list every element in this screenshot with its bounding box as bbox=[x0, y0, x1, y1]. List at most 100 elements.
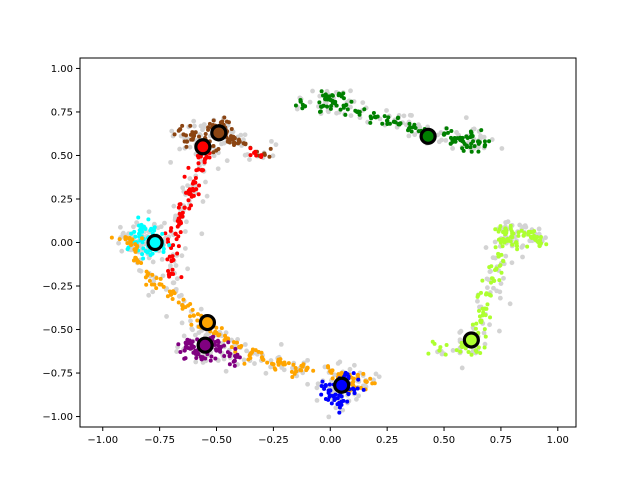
centroid-marker bbox=[210, 124, 228, 142]
data-point bbox=[165, 294, 170, 299]
background-point bbox=[221, 140, 227, 146]
data-point bbox=[458, 135, 463, 140]
background-point bbox=[314, 398, 320, 403]
data-point bbox=[293, 103, 298, 108]
data-point bbox=[330, 93, 335, 98]
data-point bbox=[516, 230, 521, 235]
data-point bbox=[242, 361, 247, 366]
background-point bbox=[481, 134, 487, 140]
data-point bbox=[173, 231, 178, 236]
background-point bbox=[317, 93, 323, 99]
data-point bbox=[140, 229, 145, 234]
data-point bbox=[356, 377, 361, 382]
background-point bbox=[177, 146, 183, 152]
data-point bbox=[503, 239, 508, 244]
data-point bbox=[445, 130, 450, 135]
data-point bbox=[519, 228, 524, 233]
background-point bbox=[116, 240, 121, 246]
x-tick-label: −0.25 bbox=[258, 435, 289, 446]
data-point bbox=[182, 356, 187, 361]
data-point bbox=[190, 130, 195, 135]
data-point bbox=[473, 326, 478, 331]
background-point bbox=[151, 278, 157, 284]
y-tick-label: 1.00 bbox=[51, 64, 73, 75]
data-point bbox=[361, 371, 366, 376]
background-point bbox=[192, 123, 197, 129]
data-point bbox=[191, 193, 196, 198]
background-point bbox=[384, 108, 389, 113]
centroid-marker bbox=[146, 233, 164, 252]
background-point bbox=[406, 133, 412, 139]
data-point bbox=[409, 129, 414, 134]
background-point bbox=[203, 179, 208, 185]
background-point bbox=[138, 268, 144, 274]
background-point bbox=[497, 295, 503, 301]
data-point bbox=[337, 405, 342, 410]
data-point bbox=[136, 259, 141, 264]
data-point bbox=[176, 234, 181, 239]
data-point bbox=[380, 121, 385, 126]
data-point bbox=[291, 362, 296, 367]
data-point bbox=[369, 116, 374, 121]
background-point bbox=[450, 348, 456, 353]
x-axis-ticks: −1.00 −0.75 −0.50 −0.25 0.00 0.25 0.50 0.75 1.00 bbox=[87, 427, 569, 446]
data-point bbox=[416, 129, 421, 134]
data-point bbox=[175, 224, 180, 229]
data-point bbox=[193, 175, 198, 180]
background-point bbox=[333, 405, 339, 411]
data-point bbox=[150, 272, 155, 277]
data-point bbox=[195, 312, 200, 317]
data-point bbox=[478, 351, 483, 356]
data-point bbox=[222, 115, 227, 120]
background-point bbox=[536, 226, 542, 232]
data-point bbox=[341, 96, 346, 101]
data-point bbox=[493, 245, 498, 250]
centroid-marker bbox=[462, 331, 480, 349]
data-point bbox=[321, 103, 326, 108]
background-point bbox=[241, 357, 247, 363]
data-point bbox=[179, 275, 184, 280]
data-point bbox=[466, 350, 471, 355]
data-point bbox=[133, 257, 138, 262]
data-point bbox=[139, 236, 144, 241]
data-point bbox=[181, 297, 186, 302]
data-point bbox=[220, 119, 225, 124]
background-point bbox=[278, 341, 284, 347]
data-point bbox=[327, 382, 332, 387]
data-point bbox=[169, 246, 174, 251]
data-point bbox=[190, 186, 195, 191]
background-point bbox=[170, 280, 176, 286]
data-point bbox=[183, 340, 188, 345]
background-point bbox=[196, 330, 202, 335]
data-point bbox=[216, 343, 221, 348]
data-point bbox=[477, 308, 482, 313]
data-point bbox=[319, 383, 324, 388]
data-point bbox=[133, 249, 138, 254]
background-point bbox=[155, 225, 161, 231]
data-point bbox=[152, 228, 157, 233]
data-point bbox=[165, 257, 170, 262]
data-point bbox=[482, 327, 487, 332]
background-point bbox=[484, 285, 490, 291]
data-point bbox=[529, 234, 534, 239]
data-point bbox=[488, 315, 493, 320]
background-point bbox=[252, 361, 257, 366]
data-point bbox=[538, 235, 543, 240]
background-point bbox=[497, 328, 502, 334]
data-point bbox=[188, 123, 193, 128]
data-point bbox=[514, 241, 519, 246]
data-point bbox=[501, 258, 506, 263]
data-point bbox=[233, 346, 238, 351]
background-point bbox=[416, 122, 421, 128]
data-point bbox=[497, 278, 502, 283]
data-point bbox=[481, 310, 486, 315]
background-point bbox=[326, 414, 332, 420]
data-point bbox=[233, 349, 238, 354]
data-point bbox=[199, 357, 204, 362]
data-point bbox=[141, 256, 146, 261]
data-point bbox=[231, 359, 236, 364]
background-point bbox=[484, 276, 490, 282]
data-point bbox=[228, 137, 233, 142]
data-point bbox=[117, 237, 122, 242]
